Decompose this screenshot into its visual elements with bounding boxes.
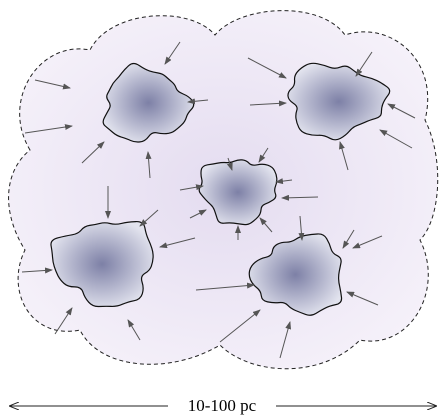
inflow-arrow: [259, 217, 273, 233]
inflow-arrow: [189, 209, 207, 219]
inflow-arrow: [355, 51, 373, 77]
clump: [248, 233, 343, 316]
inflow-arrow: [275, 178, 293, 185]
inflow-arrow: [195, 282, 255, 291]
inflow-arrow: [298, 215, 305, 241]
inflow-arrow: [54, 307, 73, 335]
inflow-arrow: [219, 309, 261, 343]
clumps: [50, 62, 391, 316]
inflow-arrow: [81, 141, 105, 164]
clump: [102, 62, 195, 143]
inflow-arrow: [352, 235, 383, 249]
inflow-arrow: [387, 103, 416, 119]
inflow-arrow: [346, 291, 379, 306]
inflow-arrow: [226, 157, 233, 171]
inflow-arrow: [279, 321, 292, 359]
inflow-arrow: [24, 124, 73, 134]
inflow-arrow: [145, 151, 152, 179]
inflow-arrow: [187, 98, 209, 105]
inflow-arrow: [247, 57, 287, 79]
inflow-arrow: [179, 184, 204, 191]
inflow-arrow: [164, 41, 181, 65]
inflow-arrow: [159, 237, 196, 249]
inflow-arrow: [379, 129, 413, 149]
scale-label: 10-100 pc: [188, 396, 257, 415]
inflow-arrow: [249, 100, 287, 107]
arrows: [21, 41, 416, 359]
inflow-arrow: [339, 141, 349, 171]
inflow-arrow: [127, 319, 141, 341]
scale-label-bg: [168, 396, 276, 416]
inflow-arrow: [34, 79, 71, 90]
inflow-arrow: [139, 209, 159, 227]
inflow-arrow: [21, 267, 53, 274]
inflow-arrow: [281, 194, 319, 201]
inflow-arrow: [258, 147, 269, 163]
inflow-arrow: [342, 229, 355, 249]
